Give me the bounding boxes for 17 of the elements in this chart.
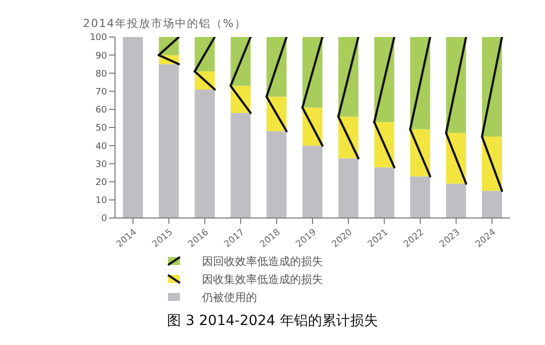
- y-tick-label: 40: [96, 142, 108, 152]
- y-tick-label: 0: [101, 214, 108, 224]
- y-tick-label: 30: [96, 160, 108, 170]
- y-tick-label: 50: [96, 124, 108, 134]
- bar: [122, 37, 143, 218]
- text: 图 3 2014-2024 年铝的累计损失: [166, 312, 379, 330]
- y-tick-label: 20: [96, 178, 108, 188]
- y-tick-label: 100: [90, 33, 108, 44]
- y-axis-title: 2014年投放市场中的铝（%）: [83, 16, 246, 31]
- y-tick-label: 10: [96, 196, 108, 206]
- y-tick-label: 90: [96, 51, 108, 62]
- y-tick-label: 80: [96, 69, 108, 80]
- y-tick-label: 70: [96, 87, 108, 98]
- legend-label: 因回收效率低造成的损失: [202, 254, 323, 268]
- y-tick-label: 60: [96, 106, 108, 116]
- legend-label: 因收集效率低造成的损失: [202, 272, 323, 286]
- legend-label: 仍被使用的: [202, 290, 257, 304]
